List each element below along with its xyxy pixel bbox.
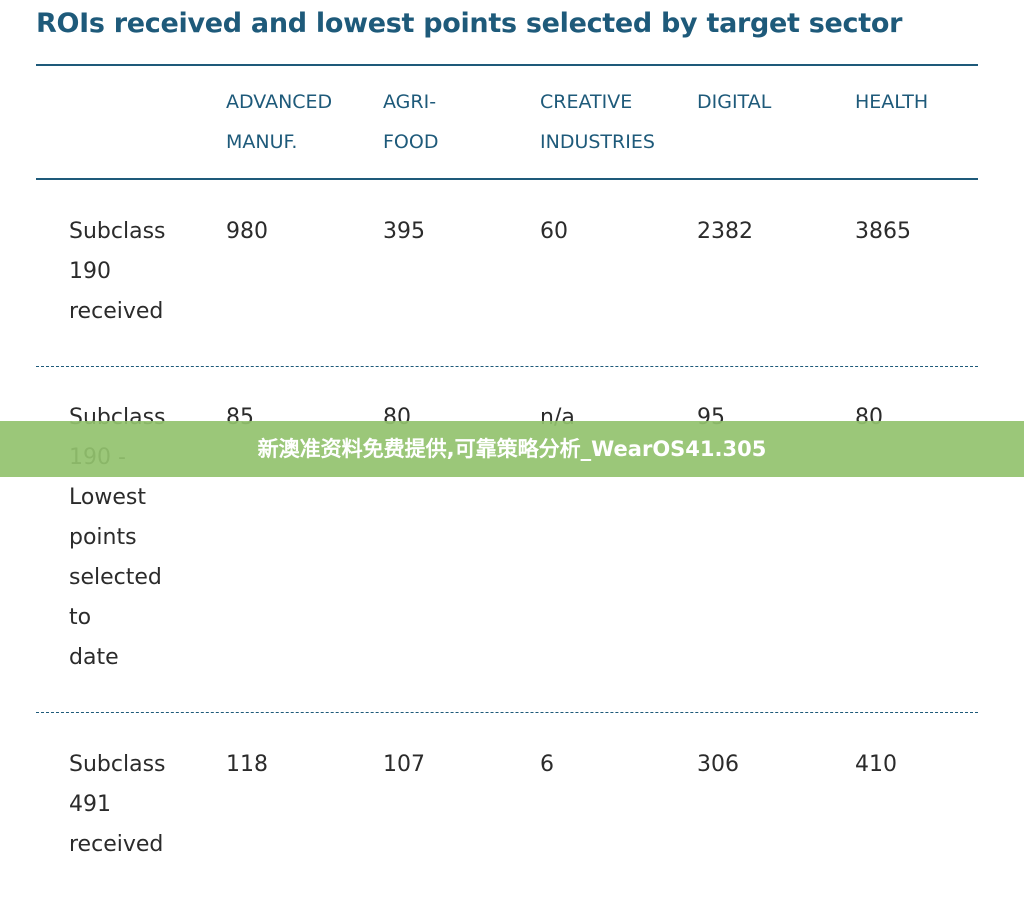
table-cell: 2382: [697, 219, 753, 244]
column-header-creative-industries: CREATIVE INDUSTRIES: [540, 91, 655, 153]
table-cell: 60: [540, 219, 568, 244]
row-label-subclass-491-received: Subclass 491 received: [69, 752, 166, 857]
table-cell: 118: [226, 752, 268, 777]
table-cell: 3865: [855, 219, 911, 244]
header-bottom-rule: [36, 178, 978, 180]
column-header-advanced-manuf: ADVANCED MANUF.: [226, 91, 333, 153]
table-title: ROIs received and lowest points selected…: [36, 8, 903, 39]
table-cell: 410: [855, 752, 897, 777]
watermark-text: 新澳准资料免费提供,可靠策略分析_WearOS41.305: [257, 437, 767, 461]
table-cell: 395: [383, 219, 425, 244]
column-header-health: HEALTH: [855, 91, 929, 113]
row-divider: [36, 366, 978, 367]
column-header-agri-food: AGRI- FOOD: [383, 91, 439, 153]
table-cell: 306: [697, 752, 739, 777]
column-header-digital: DIGITAL: [697, 91, 772, 113]
row-label-subclass-190-received: Subclass 190 received: [69, 219, 166, 324]
table-cell: 107: [383, 752, 425, 777]
table-cell: 980: [226, 219, 268, 244]
watermark-banner: 新澳准资料免费提供,可靠策略分析_WearOS41.305: [0, 421, 1024, 477]
table-cell: 6: [540, 752, 554, 777]
table-top-rule: [36, 64, 978, 66]
row-divider: [36, 712, 978, 713]
